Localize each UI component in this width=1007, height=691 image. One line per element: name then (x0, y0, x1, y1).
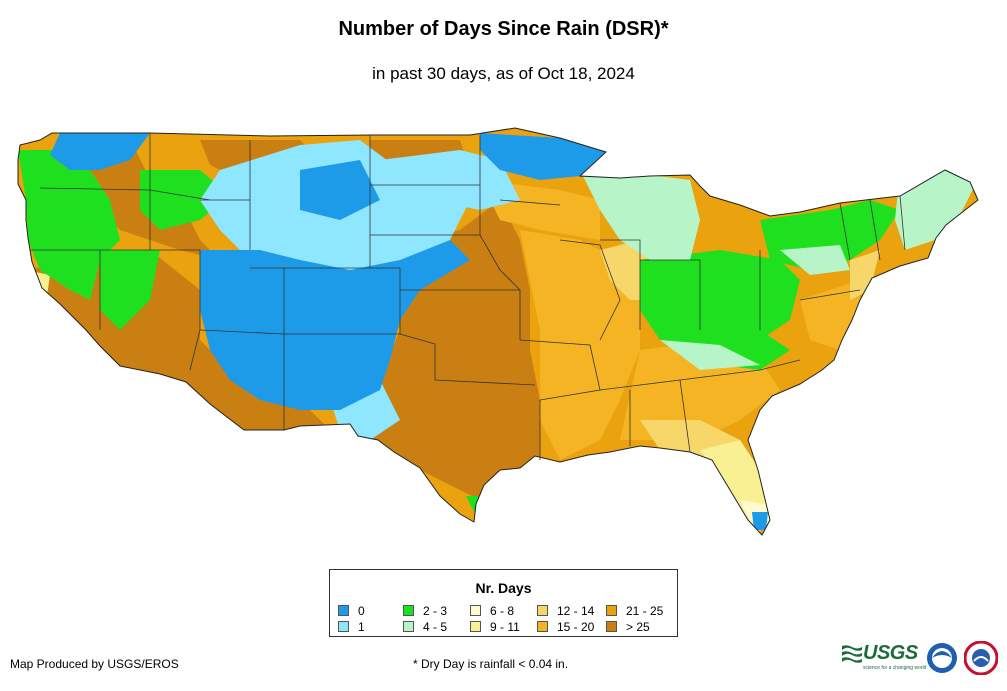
map-credit: Map Produced by USGS/EROS (10, 657, 179, 671)
legend-swatch (338, 621, 349, 632)
legend-swatch (403, 605, 414, 616)
legend-swatch (537, 605, 548, 616)
agency-logos: USGS science for a changing world (842, 640, 1002, 680)
legend-swatch (537, 621, 548, 632)
rain-zones (18, 133, 975, 532)
noaa-logo-icon (927, 643, 957, 673)
state-boundaries (17, 127, 979, 536)
legend-swatch (470, 605, 481, 616)
nws-logo-icon (964, 641, 998, 675)
legend: Nr. Days 0 1 2 - 3 4 - 5 6 - 8 9 - 11 12… (329, 569, 678, 637)
usgs-tagline: science for a changing world (863, 665, 927, 671)
dry-day-note: * Dry Day is rainfall < 0.04 in. (413, 657, 569, 671)
legend-swatch (606, 621, 617, 632)
legend-title: Nr. Days (475, 580, 532, 596)
legend-swatch (403, 621, 414, 632)
map-title: Number of Days Since Rain (DSR)* (338, 18, 669, 40)
legend-swatch (606, 605, 617, 616)
legend-swatch (470, 621, 481, 632)
usgs-logo-icon (842, 645, 862, 663)
map-subtitle: in past 30 days, as of Oct 18, 2024 (372, 64, 635, 83)
legend-swatch (338, 605, 349, 616)
usgs-wordmark: USGS (863, 642, 918, 664)
